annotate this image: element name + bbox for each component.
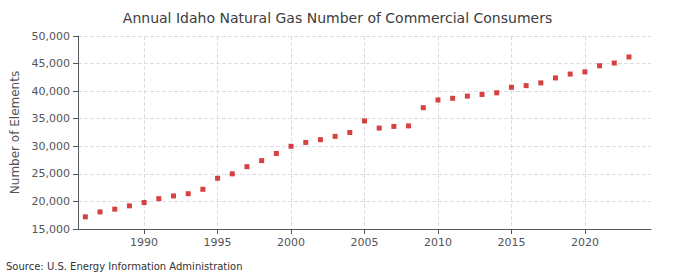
svg-text:50,000: 50,000 [32,30,71,43]
svg-text:30,000: 30,000 [32,140,71,153]
svg-text:2005: 2005 [351,236,379,249]
svg-text:40,000: 40,000 [32,85,71,98]
svg-text:2020: 2020 [571,236,599,249]
svg-text:45,000: 45,000 [32,57,71,70]
svg-text:35,000: 35,000 [32,112,71,125]
svg-text:20,000: 20,000 [32,195,71,208]
svg-text:2000: 2000 [277,236,305,249]
svg-text:1995: 1995 [204,236,232,249]
svg-text:Source: U.S. Energy Informatio: Source: U.S. Energy Information Administ… [6,261,243,272]
svg-text:25,000: 25,000 [32,167,71,180]
svg-text:2010: 2010 [424,236,452,249]
svg-text:1990: 1990 [130,236,158,249]
svg-text:Annual Idaho Natural Gas Numbe: Annual Idaho Natural Gas Number of Comme… [123,10,552,26]
svg-text:Number of Elements: Number of Elements [8,71,22,194]
svg-text:15,000: 15,000 [32,223,71,236]
svg-text:2015: 2015 [497,236,525,249]
